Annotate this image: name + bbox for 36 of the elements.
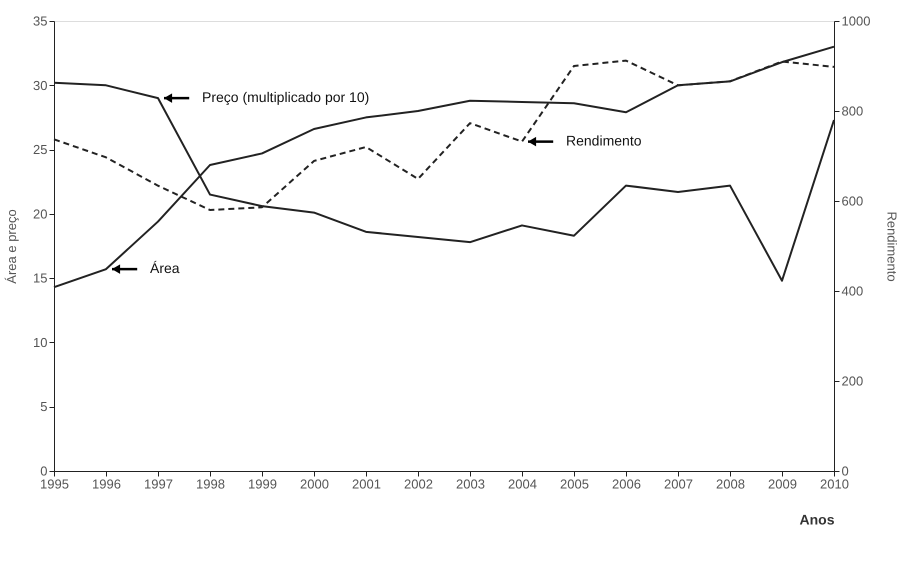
annotation: Área xyxy=(150,260,180,276)
annotation: Preço (multiplicado por 10) xyxy=(202,89,370,106)
y-tick-label: 0 xyxy=(40,464,48,478)
y2-tick-label: 400 xyxy=(842,284,864,298)
y2-tick-label: 800 xyxy=(842,104,864,118)
x-tick-label: 2010 xyxy=(820,476,849,492)
x-tick-label: 2004 xyxy=(508,476,537,492)
y2-axis-title: Rendimento xyxy=(884,211,900,282)
x-tick-label: 2001 xyxy=(352,476,381,492)
y2-tick-label: 0 xyxy=(842,464,849,478)
x-tick-label: 2006 xyxy=(612,476,641,492)
x-tick-label: 2005 xyxy=(560,476,589,492)
x-tick-label: 1997 xyxy=(144,476,173,492)
y-tick-label: 30 xyxy=(33,78,48,93)
x-tick-label: 2000 xyxy=(300,476,329,492)
y-tick-label: 20 xyxy=(33,206,48,222)
y-tick-label: 35 xyxy=(33,14,48,28)
y-tick-label: 25 xyxy=(33,142,48,158)
x-axis-title: Anos xyxy=(800,512,835,528)
x-tick-label: 2007 xyxy=(664,476,693,492)
y2-tick-label: 1000 xyxy=(842,14,870,28)
x-tick-label: 1995 xyxy=(40,476,69,492)
y-tick-label: 5 xyxy=(40,399,48,414)
x-tick-label: 1999 xyxy=(248,476,277,492)
x-tick-label: 2002 xyxy=(404,476,433,492)
x-tick-label: 2008 xyxy=(716,476,745,492)
annotation: Rendimento xyxy=(566,132,642,149)
y2-tick-label: 200 xyxy=(842,374,864,388)
y-tick-label: 15 xyxy=(33,270,48,286)
y2-tick-label: 600 xyxy=(842,194,864,208)
x-tick-label: 1998 xyxy=(196,476,225,492)
x-tick-label: 1996 xyxy=(92,476,121,492)
y-tick-label: 10 xyxy=(33,334,48,350)
x-tick-label: 2003 xyxy=(456,476,485,492)
x-tick-label: 2009 xyxy=(768,476,797,492)
y-axis-title: Área e preço xyxy=(4,209,20,284)
